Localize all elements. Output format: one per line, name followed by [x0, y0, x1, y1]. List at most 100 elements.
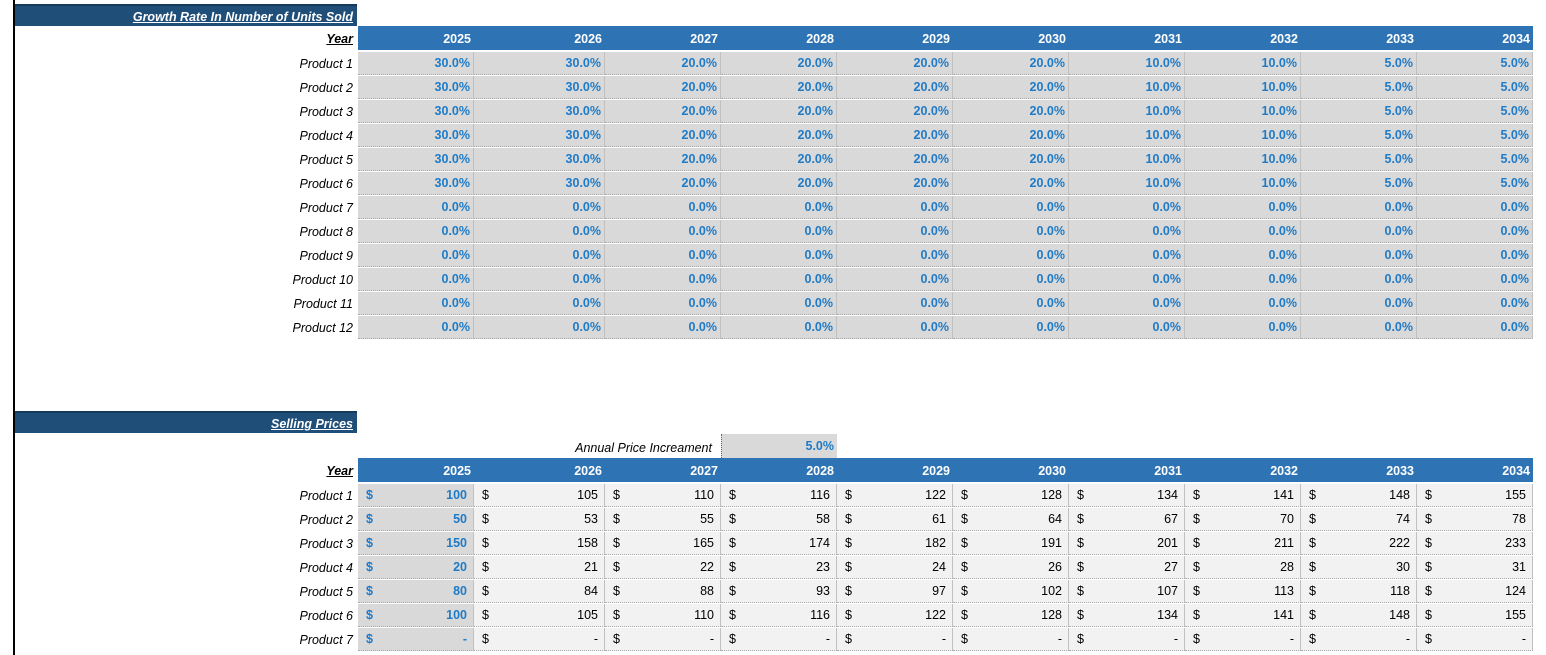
- growth-rate-cell[interactable]: 0.0%: [474, 268, 605, 291]
- growth-rate-cell[interactable]: 0.0%: [953, 316, 1069, 339]
- growth-rate-cell[interactable]: 0.0%: [1417, 244, 1533, 267]
- growth-rate-cell[interactable]: 0.0%: [358, 268, 474, 291]
- growth-rate-cell[interactable]: 20.0%: [953, 76, 1069, 99]
- growth-rate-cell[interactable]: 10.0%: [1069, 52, 1185, 75]
- growth-rate-cell[interactable]: 0.0%: [1185, 196, 1301, 219]
- growth-rate-cell[interactable]: 30.0%: [474, 100, 605, 123]
- growth-rate-cell[interactable]: 20.0%: [953, 100, 1069, 123]
- growth-rate-cell[interactable]: 20.0%: [953, 172, 1069, 195]
- growth-rate-cell[interactable]: 0.0%: [837, 244, 953, 267]
- growth-rate-cell[interactable]: 0.0%: [953, 244, 1069, 267]
- growth-rate-cell[interactable]: 20.0%: [605, 172, 721, 195]
- growth-rate-cell[interactable]: 0.0%: [1417, 220, 1533, 243]
- growth-rate-cell[interactable]: 20.0%: [837, 124, 953, 147]
- growth-rate-cell[interactable]: 10.0%: [1185, 148, 1301, 171]
- price-cell[interactable]: $ -: [358, 628, 474, 651]
- growth-rate-cell[interactable]: 0.0%: [721, 244, 837, 267]
- price-cell[interactable]: $100: [358, 604, 474, 627]
- growth-rate-cell[interactable]: 0.0%: [605, 316, 721, 339]
- growth-rate-cell[interactable]: 0.0%: [1417, 196, 1533, 219]
- growth-rate-cell[interactable]: 0.0%: [474, 196, 605, 219]
- growth-rate-cell[interactable]: 0.0%: [1417, 316, 1533, 339]
- growth-rate-cell[interactable]: 0.0%: [837, 316, 953, 339]
- growth-rate-cell[interactable]: 0.0%: [1069, 316, 1185, 339]
- growth-rate-cell[interactable]: 10.0%: [1069, 148, 1185, 171]
- price-cell[interactable]: $50: [358, 508, 474, 531]
- growth-rate-cell[interactable]: 10.0%: [1069, 172, 1185, 195]
- growth-rate-cell[interactable]: 0.0%: [1417, 292, 1533, 315]
- growth-rate-cell[interactable]: 0.0%: [721, 220, 837, 243]
- growth-rate-cell[interactable]: 5.0%: [1417, 100, 1533, 123]
- growth-rate-cell[interactable]: 0.0%: [358, 196, 474, 219]
- growth-rate-cell[interactable]: 5.0%: [1301, 76, 1417, 99]
- growth-rate-cell[interactable]: 0.0%: [358, 220, 474, 243]
- growth-rate-cell[interactable]: 0.0%: [837, 292, 953, 315]
- growth-rate-cell[interactable]: 0.0%: [1301, 220, 1417, 243]
- growth-rate-cell[interactable]: 0.0%: [721, 196, 837, 219]
- growth-rate-cell[interactable]: 20.0%: [721, 124, 837, 147]
- growth-rate-cell[interactable]: 30.0%: [474, 76, 605, 99]
- growth-rate-cell[interactable]: 5.0%: [1301, 124, 1417, 147]
- growth-rate-cell[interactable]: 20.0%: [605, 100, 721, 123]
- growth-rate-cell[interactable]: 5.0%: [1301, 100, 1417, 123]
- growth-rate-cell[interactable]: 0.0%: [1185, 244, 1301, 267]
- growth-rate-cell[interactable]: 20.0%: [837, 100, 953, 123]
- growth-rate-cell[interactable]: 0.0%: [1185, 292, 1301, 315]
- growth-rate-cell[interactable]: 0.0%: [358, 292, 474, 315]
- price-cell[interactable]: $150: [358, 532, 474, 555]
- growth-rate-cell[interactable]: 30.0%: [358, 172, 474, 195]
- price-increment-input[interactable]: 5.0%: [721, 434, 837, 458]
- growth-rate-cell[interactable]: 5.0%: [1417, 124, 1533, 147]
- price-cell[interactable]: $80: [358, 580, 474, 603]
- growth-rate-cell[interactable]: 20.0%: [605, 52, 721, 75]
- growth-rate-cell[interactable]: 0.0%: [474, 244, 605, 267]
- growth-rate-cell[interactable]: 20.0%: [721, 52, 837, 75]
- growth-rate-cell[interactable]: 0.0%: [837, 220, 953, 243]
- growth-rate-cell[interactable]: 0.0%: [721, 268, 837, 291]
- growth-rate-cell[interactable]: 20.0%: [837, 148, 953, 171]
- growth-rate-cell[interactable]: 0.0%: [1301, 196, 1417, 219]
- growth-rate-cell[interactable]: 20.0%: [953, 52, 1069, 75]
- growth-rate-cell[interactable]: 20.0%: [837, 52, 953, 75]
- growth-rate-cell[interactable]: 0.0%: [474, 220, 605, 243]
- growth-rate-cell[interactable]: 30.0%: [358, 100, 474, 123]
- growth-rate-cell[interactable]: 0.0%: [474, 292, 605, 315]
- growth-rate-cell[interactable]: 0.0%: [1069, 292, 1185, 315]
- growth-rate-cell[interactable]: 10.0%: [1185, 76, 1301, 99]
- growth-rate-cell[interactable]: 10.0%: [1185, 100, 1301, 123]
- growth-rate-cell[interactable]: 0.0%: [1069, 220, 1185, 243]
- growth-rate-cell[interactable]: 30.0%: [358, 124, 474, 147]
- growth-rate-cell[interactable]: 10.0%: [1069, 76, 1185, 99]
- growth-rate-cell[interactable]: 20.0%: [721, 172, 837, 195]
- growth-rate-cell[interactable]: 0.0%: [953, 196, 1069, 219]
- growth-rate-cell[interactable]: 20.0%: [605, 76, 721, 99]
- growth-rate-cell[interactable]: 5.0%: [1301, 52, 1417, 75]
- growth-rate-cell[interactable]: 30.0%: [358, 76, 474, 99]
- growth-rate-cell[interactable]: 20.0%: [605, 124, 721, 147]
- growth-rate-cell[interactable]: 0.0%: [605, 292, 721, 315]
- price-cell[interactable]: $20: [358, 556, 474, 579]
- growth-rate-cell[interactable]: 0.0%: [605, 196, 721, 219]
- growth-rate-cell[interactable]: 20.0%: [605, 148, 721, 171]
- growth-rate-cell[interactable]: 5.0%: [1417, 76, 1533, 99]
- growth-rate-cell[interactable]: 0.0%: [721, 316, 837, 339]
- growth-rate-cell[interactable]: 10.0%: [1069, 100, 1185, 123]
- growth-rate-cell[interactable]: 0.0%: [1185, 220, 1301, 243]
- growth-rate-cell[interactable]: 20.0%: [837, 172, 953, 195]
- growth-rate-cell[interactable]: 5.0%: [1417, 172, 1533, 195]
- growth-rate-cell[interactable]: 0.0%: [1069, 268, 1185, 291]
- growth-rate-cell[interactable]: 0.0%: [605, 220, 721, 243]
- growth-rate-cell[interactable]: 0.0%: [837, 196, 953, 219]
- growth-rate-cell[interactable]: 30.0%: [474, 124, 605, 147]
- growth-rate-cell[interactable]: 20.0%: [721, 100, 837, 123]
- growth-rate-cell[interactable]: 20.0%: [721, 76, 837, 99]
- growth-rate-cell[interactable]: 30.0%: [474, 52, 605, 75]
- growth-rate-cell[interactable]: 0.0%: [721, 292, 837, 315]
- growth-rate-cell[interactable]: 0.0%: [358, 244, 474, 267]
- growth-rate-cell[interactable]: 0.0%: [474, 316, 605, 339]
- growth-rate-cell[interactable]: 5.0%: [1417, 148, 1533, 171]
- growth-rate-cell[interactable]: 0.0%: [1185, 268, 1301, 291]
- growth-rate-cell[interactable]: 10.0%: [1185, 52, 1301, 75]
- growth-rate-cell[interactable]: 0.0%: [1301, 268, 1417, 291]
- growth-rate-cell[interactable]: 0.0%: [953, 268, 1069, 291]
